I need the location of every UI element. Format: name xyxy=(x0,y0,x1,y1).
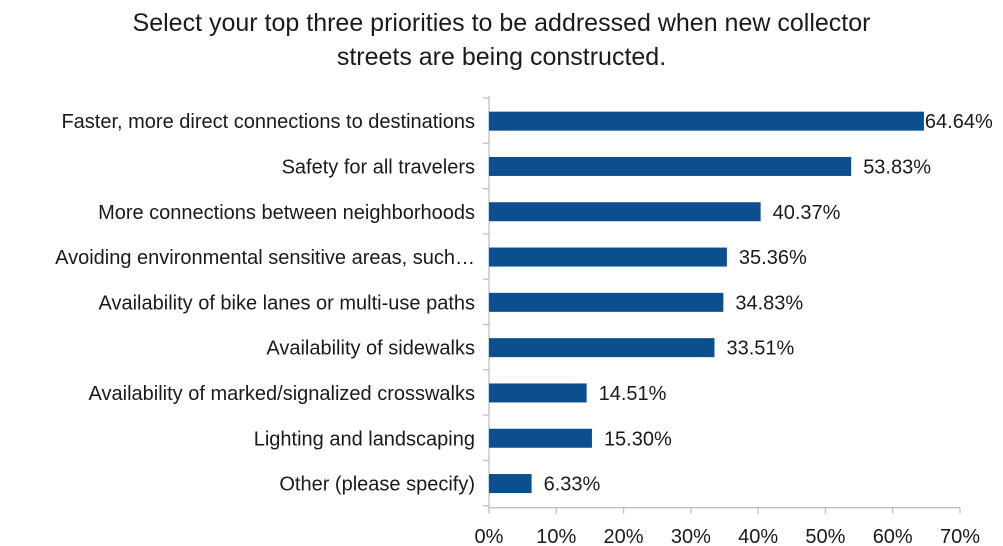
bar xyxy=(489,202,761,222)
x-tick-label: 70% xyxy=(940,526,980,546)
x-tick-label: 60% xyxy=(873,526,913,546)
category-label: Faster, more direct connections to desti… xyxy=(61,111,475,133)
value-label: 64.64% xyxy=(925,111,993,133)
value-label: 35.36% xyxy=(739,247,807,269)
category-label: More connections between neighborhoods xyxy=(98,202,475,224)
bar xyxy=(489,474,532,494)
chart-title: Select your top three priorities to be a… xyxy=(0,6,1003,74)
value-label: 40.37% xyxy=(773,202,841,224)
x-tick-label: 50% xyxy=(805,526,845,546)
category-label: Other (please specify) xyxy=(279,474,475,496)
x-tick-label: 20% xyxy=(604,526,644,546)
x-tick-label: 40% xyxy=(738,526,778,546)
category-label: Availability of bike lanes or multi-use … xyxy=(99,292,475,314)
value-label: 6.33% xyxy=(544,474,601,496)
category-label: Lighting and landscaping xyxy=(254,428,475,450)
category-label: Availability of sidewalks xyxy=(266,338,475,360)
value-label: 15.30% xyxy=(604,428,672,450)
bar xyxy=(489,338,715,358)
value-label: 53.83% xyxy=(863,156,931,178)
bar xyxy=(489,247,727,267)
chart-title-line-1: Select your top three priorities to be a… xyxy=(132,9,871,37)
category-label: Safety for all travelers xyxy=(282,156,475,178)
value-label: 34.83% xyxy=(735,292,803,314)
x-tick-label: 10% xyxy=(536,526,576,546)
bar xyxy=(489,292,724,312)
value-label: 14.51% xyxy=(599,383,667,405)
x-tick-label: 30% xyxy=(671,526,711,546)
x-tick-label: 0% xyxy=(475,526,504,546)
bar xyxy=(489,428,592,448)
bar xyxy=(489,156,852,176)
category-label: Availability of marked/signalized crossw… xyxy=(89,383,475,405)
bar xyxy=(489,111,924,131)
chart-title-line-2: streets are being constructed. xyxy=(336,43,667,71)
value-label: 33.51% xyxy=(726,338,794,360)
bar xyxy=(489,383,587,403)
category-label: Avoiding environmental sensitive areas, … xyxy=(55,247,475,269)
